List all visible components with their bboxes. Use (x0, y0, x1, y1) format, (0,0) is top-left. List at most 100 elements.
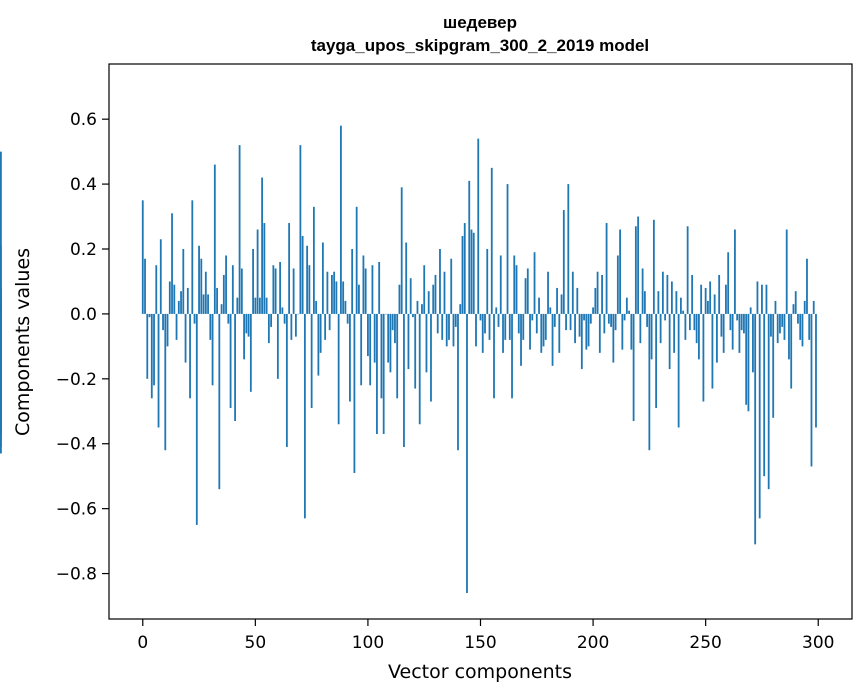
bar (441, 313, 444, 340)
bar (659, 313, 662, 344)
bar (612, 313, 615, 363)
bar (0, 245, 2, 314)
bar (812, 300, 815, 314)
bar (270, 313, 273, 327)
bar (349, 313, 351, 402)
bar (558, 313, 561, 353)
bar (290, 313, 293, 340)
bar (547, 271, 549, 314)
bar (670, 281, 673, 314)
y-tick-label: −0.8 (56, 565, 97, 585)
bar (279, 261, 282, 314)
bar (776, 313, 779, 344)
bar (162, 313, 164, 331)
bar (252, 249, 254, 314)
bar (448, 313, 450, 340)
bar (414, 313, 417, 389)
bar (707, 300, 709, 314)
bar (484, 313, 486, 334)
bar (306, 245, 309, 314)
bar (193, 313, 196, 324)
bar (698, 313, 700, 360)
bar (263, 223, 266, 314)
bar (727, 252, 730, 314)
bar (806, 258, 808, 314)
bar (283, 313, 286, 324)
bar (610, 313, 612, 327)
bar (779, 313, 781, 334)
bar (358, 284, 360, 314)
bar (141, 200, 144, 314)
bar (238, 145, 241, 314)
bar (229, 313, 232, 409)
bar (686, 226, 689, 314)
x-tick-label: 150 (464, 633, 496, 653)
bar (0, 151, 2, 314)
bar (688, 313, 691, 331)
bar (691, 274, 694, 314)
bar (355, 206, 358, 314)
bar (202, 294, 205, 314)
bar (594, 287, 597, 314)
bar (423, 265, 426, 314)
bar (227, 313, 230, 324)
bar (637, 216, 640, 314)
bar (317, 313, 320, 376)
bar (711, 313, 714, 389)
bar (450, 258, 453, 314)
bar (607, 313, 610, 324)
x-tick-label: 100 (352, 633, 384, 653)
bar (216, 287, 218, 314)
bar (389, 313, 392, 373)
bar (743, 313, 745, 334)
bar (495, 307, 498, 314)
bar (499, 255, 502, 314)
bar (797, 313, 799, 324)
bar (790, 313, 793, 389)
bar (184, 313, 187, 363)
x-tick-label: 50 (245, 633, 267, 653)
bar (308, 265, 311, 314)
bar (736, 313, 739, 321)
bar (369, 313, 372, 386)
bar (294, 313, 297, 337)
bar (405, 242, 408, 314)
bar (218, 313, 221, 490)
bar (243, 313, 245, 360)
bar (146, 313, 149, 379)
bar (360, 313, 363, 386)
bar (351, 249, 354, 314)
bar (695, 313, 698, 344)
bar (632, 313, 635, 422)
bar (409, 278, 412, 314)
bar (522, 313, 525, 340)
bar (576, 287, 579, 314)
bar (430, 313, 432, 402)
bar (171, 213, 173, 314)
bar (475, 313, 477, 347)
bar (463, 223, 466, 314)
bar (225, 255, 227, 314)
bar (497, 313, 500, 327)
bar (267, 313, 270, 344)
bar (207, 294, 209, 314)
bar (299, 145, 302, 314)
bar (166, 313, 169, 347)
bar (628, 310, 630, 314)
bar (245, 313, 248, 334)
bar (661, 271, 664, 314)
bar (213, 164, 216, 314)
bar (177, 300, 180, 314)
bar (364, 268, 367, 314)
x-axis-label: Vector components (388, 661, 572, 683)
bar (436, 313, 439, 334)
bar (222, 274, 225, 314)
bar (716, 313, 718, 363)
bar (603, 313, 606, 334)
bar (425, 313, 428, 373)
bar (623, 313, 626, 321)
y-tick-label: 0.2 (70, 240, 97, 260)
bar (189, 313, 191, 399)
bar (427, 291, 430, 314)
bar (621, 313, 624, 350)
